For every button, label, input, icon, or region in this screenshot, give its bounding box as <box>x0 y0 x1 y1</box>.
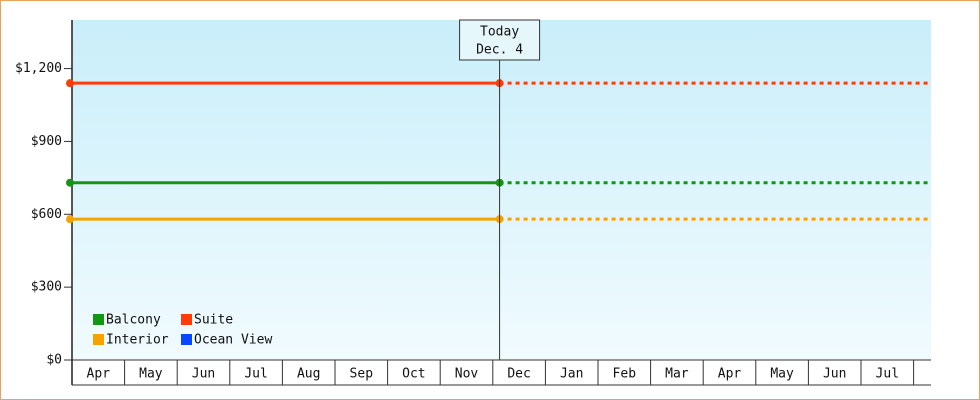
legend-label: Interior <box>106 333 169 348</box>
y-tick-label: $600 <box>31 207 62 222</box>
x-tick-label: Jun <box>823 367 846 382</box>
legend-swatch <box>93 334 104 345</box>
today-box <box>459 19 541 61</box>
x-tick-label: Mar <box>665 367 689 382</box>
x-tick-label: Apr <box>87 367 111 382</box>
y-tick-label: $1,200 <box>15 61 62 76</box>
point <box>66 79 74 88</box>
y-tick-label: $300 <box>31 280 62 295</box>
legend-label: Suite <box>194 313 233 328</box>
x-tick-label: May <box>139 367 163 382</box>
today-date: Dec. 4 <box>476 43 523 58</box>
point <box>66 215 74 224</box>
x-tick-label: Jul <box>244 367 267 382</box>
legend-swatch <box>181 314 192 325</box>
x-tick-label: Jan <box>560 367 583 382</box>
x-tick-label: Aug <box>297 367 320 382</box>
y-tick-label: $900 <box>31 134 62 149</box>
legend-swatch <box>93 314 104 325</box>
x-tick-label: Jun <box>192 367 215 382</box>
x-tick-label: Oct <box>402 367 425 382</box>
x-tick-label: Dec <box>507 367 530 382</box>
x-tick-label: Feb <box>613 367 637 382</box>
x-tick-label: Jul <box>876 367 899 382</box>
point <box>66 178 74 187</box>
y-tick-label: $0 <box>46 353 62 368</box>
x-tick-label: Nov <box>455 367 479 382</box>
x-tick-label: May <box>770 367 794 382</box>
plot-area <box>72 20 931 360</box>
legend-swatch <box>181 334 192 345</box>
legend-label: Balcony <box>106 313 161 328</box>
x-tick-label: Apr <box>718 367 742 382</box>
today-label: Today <box>480 25 519 40</box>
legend-label: Ocean View <box>194 333 272 348</box>
x-tick-label: Sep <box>350 367 374 382</box>
